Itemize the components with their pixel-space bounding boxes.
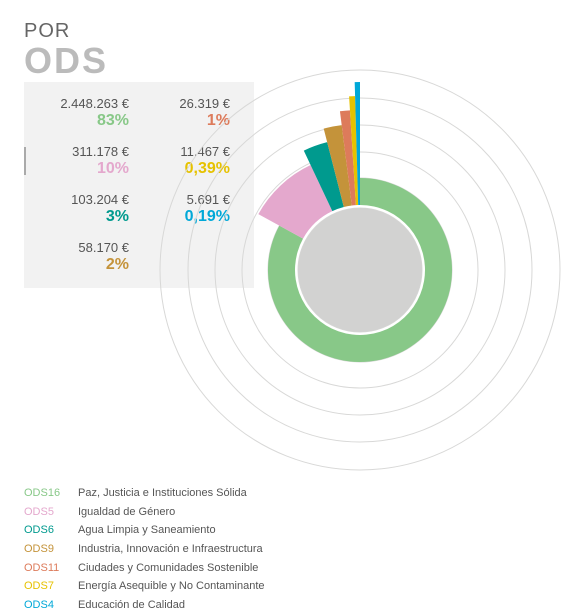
chart-center: [298, 208, 422, 332]
legend-code: ODS7: [24, 577, 78, 596]
legend-label: Industria, Innovación e Infraestructura: [78, 540, 263, 559]
stat-percent: 10%: [42, 160, 129, 178]
legend-row: ODS4Educación de Calidad: [24, 596, 265, 615]
legend-code: ODS16: [24, 484, 78, 503]
row-indicator: [24, 147, 26, 175]
legend-label: Energía Asequible y No Contaminante: [78, 577, 265, 596]
stat-amount: 103.204 €: [42, 192, 129, 207]
legend-code: ODS11: [24, 559, 78, 578]
legend-row: ODS6Agua Limpia y Saneamiento: [24, 521, 265, 540]
stat-cell: 58.170 €2%: [42, 240, 143, 274]
legend-label: Educación de Calidad: [78, 596, 185, 615]
legend-row: ODS7Energía Asequible y No Contaminante: [24, 577, 265, 596]
legend-code: ODS6: [24, 521, 78, 540]
legend-label: Paz, Justicia e Instituciones Sólida: [78, 484, 247, 503]
stat-amount: 2.448.263 €: [42, 96, 129, 111]
legend-row: ODS9Industria, Innovación e Infraestruct…: [24, 540, 265, 559]
legend-row: ODS11Ciudades y Comunidades Sostenible: [24, 559, 265, 578]
stat-percent: 83%: [42, 112, 129, 130]
stat-amount: 58.170 €: [42, 240, 129, 255]
title-line2: ODS: [24, 43, 108, 79]
legend-row: ODS16Paz, Justicia e Instituciones Sólid…: [24, 484, 265, 503]
stat-amount: 311.178 €: [42, 144, 129, 159]
stat-cell: 311.178 €10%: [42, 144, 143, 178]
stat-cell: 2.448.263 €83%: [42, 96, 143, 130]
legend-code: ODS9: [24, 540, 78, 559]
legend-row: ODS5Igualdad de Género: [24, 503, 265, 522]
legend-label: Igualdad de Género: [78, 503, 175, 522]
radial-chart: [150, 60, 570, 480]
stat-percent: 3%: [42, 208, 129, 226]
legend-label: Agua Limpia y Saneamiento: [78, 521, 216, 540]
page-title: POR ODS: [24, 20, 108, 79]
stat-percent: 2%: [42, 256, 129, 274]
legend-code: ODS5: [24, 503, 78, 522]
legend-label: Ciudades y Comunidades Sostenible: [78, 559, 258, 578]
legend-code: ODS4: [24, 596, 78, 615]
legend: ODS16Paz, Justicia e Instituciones Sólid…: [24, 484, 265, 615]
stat-cell: 103.204 €3%: [42, 192, 143, 226]
